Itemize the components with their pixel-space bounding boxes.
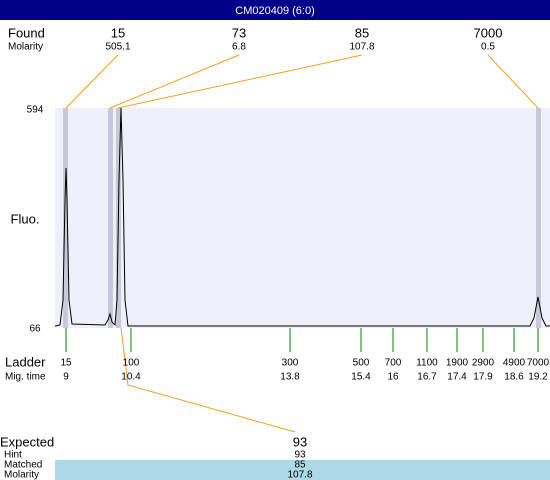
- trace: [54, 107, 550, 327]
- ladder-label: Ladder: [5, 354, 46, 369]
- found-label: Found: [8, 25, 45, 40]
- ladder-size: 700: [385, 358, 402, 369]
- connectors: [65, 54, 539, 433]
- found-size: 85: [355, 25, 369, 40]
- title: CM020409 (6:0): [235, 5, 315, 17]
- molarity-row-value: 107.8: [287, 470, 312, 480]
- molarity-label: Molarity: [8, 42, 43, 53]
- y-max: 594: [27, 105, 44, 116]
- title-bar: [0, 0, 550, 20]
- ladder-time: 13.8: [280, 372, 300, 383]
- found-molarity: 505.1: [105, 42, 130, 53]
- ladder-size: 1100: [416, 358, 438, 369]
- ladder-time: 10.4: [121, 372, 141, 383]
- y-label: Fluo.: [11, 211, 40, 226]
- ladder-size: 500: [353, 358, 370, 369]
- ladder-size: 7000: [527, 358, 550, 369]
- molarity-row-label: Molarity: [4, 470, 39, 480]
- matched-label: Matched: [4, 460, 42, 471]
- found-size: 15: [111, 25, 125, 40]
- y-min: 66: [29, 324, 41, 335]
- ladder-time: 18.6: [504, 372, 524, 383]
- expected-label: Expected: [0, 434, 54, 449]
- ladder-size: 2900: [472, 358, 495, 369]
- ladder-time: 9: [63, 372, 69, 383]
- ladder-time: 15.4: [351, 372, 371, 383]
- matched-value: 85: [294, 460, 306, 471]
- ladder-size: 15: [60, 358, 72, 369]
- ladder-time: 19.2: [528, 372, 548, 383]
- ladder-size: 100: [123, 358, 140, 369]
- ladder-size: 300: [282, 358, 299, 369]
- ladder-time: 17.9: [473, 372, 493, 383]
- hint-label: Hint: [4, 450, 22, 461]
- mig-time-label: Mig. time: [5, 372, 46, 383]
- hint-value: 93: [294, 450, 306, 461]
- found-molarity: 107.8: [349, 42, 374, 53]
- ladder-time: 16: [387, 372, 399, 383]
- ladder-size: 1900: [446, 358, 469, 369]
- found-molarity: 0.5: [481, 42, 495, 53]
- found-size: 7000: [474, 25, 503, 40]
- ladder-size: 4900: [503, 358, 526, 369]
- matched-row: [55, 460, 550, 480]
- found-molarity: 6.8: [232, 42, 246, 53]
- found-size: 73: [232, 25, 246, 40]
- ladder-time: 17.4: [447, 372, 467, 383]
- ladder-time: 16.7: [417, 372, 437, 383]
- plot-area: [55, 108, 550, 328]
- expected-value: 93: [293, 434, 307, 449]
